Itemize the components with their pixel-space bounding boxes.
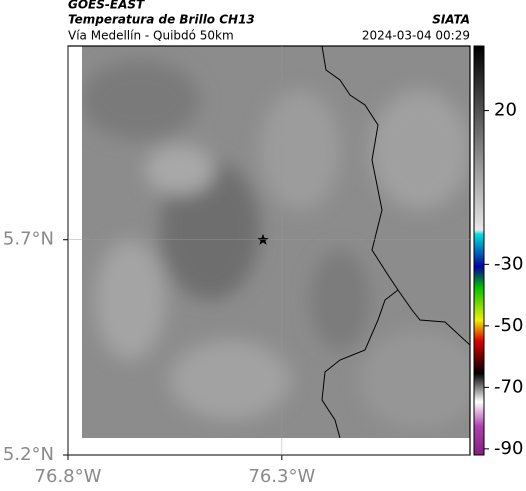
colorbar-tick-label: -90: [494, 438, 523, 459]
y-tick-label: 5.7°N: [3, 229, 54, 250]
source: SIATA: [432, 13, 470, 27]
colorbar: [473, 45, 485, 456]
x-tick-label: 76.8°W: [35, 466, 102, 487]
colorbar-tick-label: 20: [494, 100, 517, 121]
location-marker: [257, 234, 269, 245]
location: Vía Medellín - Quibdó 50km: [68, 29, 234, 43]
colorbar-tick-label: -50: [494, 315, 523, 336]
colorbar-tick-label: -70: [494, 376, 523, 397]
y-tick-label: 5.2°N: [3, 444, 54, 465]
x-tick-label: 76.3°W: [248, 466, 315, 487]
satellite-image: [82, 46, 470, 438]
title: GOES-EAST: [68, 0, 145, 12]
datetime: 2024-03-04 00:29: [362, 29, 470, 43]
subtitle: Temperatura de Brillo CH13: [68, 13, 255, 27]
colorbar-tick-label: -30: [494, 253, 523, 274]
